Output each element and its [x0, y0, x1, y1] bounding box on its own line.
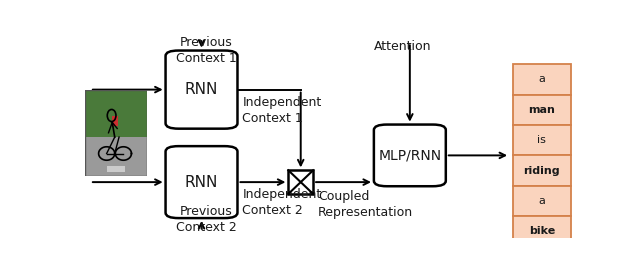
Text: Independent
Context 1: Independent Context 1 — [243, 96, 322, 125]
FancyBboxPatch shape — [513, 186, 571, 216]
Text: man: man — [529, 105, 556, 115]
Text: a: a — [538, 74, 545, 84]
Text: riding: riding — [524, 166, 560, 176]
FancyBboxPatch shape — [374, 124, 446, 186]
FancyBboxPatch shape — [166, 50, 237, 129]
Text: Previous
Context 2: Previous Context 2 — [176, 205, 237, 234]
Text: Previous
Context 1: Previous Context 1 — [176, 36, 237, 65]
FancyBboxPatch shape — [513, 95, 571, 125]
Text: RNN: RNN — [185, 175, 218, 190]
FancyBboxPatch shape — [513, 216, 571, 247]
FancyBboxPatch shape — [513, 125, 571, 155]
Text: Coupled
Representation: Coupled Representation — [318, 190, 413, 219]
Text: bike: bike — [529, 226, 555, 237]
FancyBboxPatch shape — [513, 155, 571, 186]
FancyBboxPatch shape — [513, 64, 571, 95]
Text: is: is — [538, 135, 546, 145]
FancyBboxPatch shape — [166, 146, 237, 218]
Text: a: a — [538, 196, 545, 206]
Text: MLP/RNN: MLP/RNN — [378, 148, 442, 162]
Bar — [288, 170, 313, 194]
Text: Attention: Attention — [374, 40, 431, 53]
Text: Independent
Context 2: Independent Context 2 — [243, 188, 322, 217]
Text: RNN: RNN — [185, 82, 218, 97]
